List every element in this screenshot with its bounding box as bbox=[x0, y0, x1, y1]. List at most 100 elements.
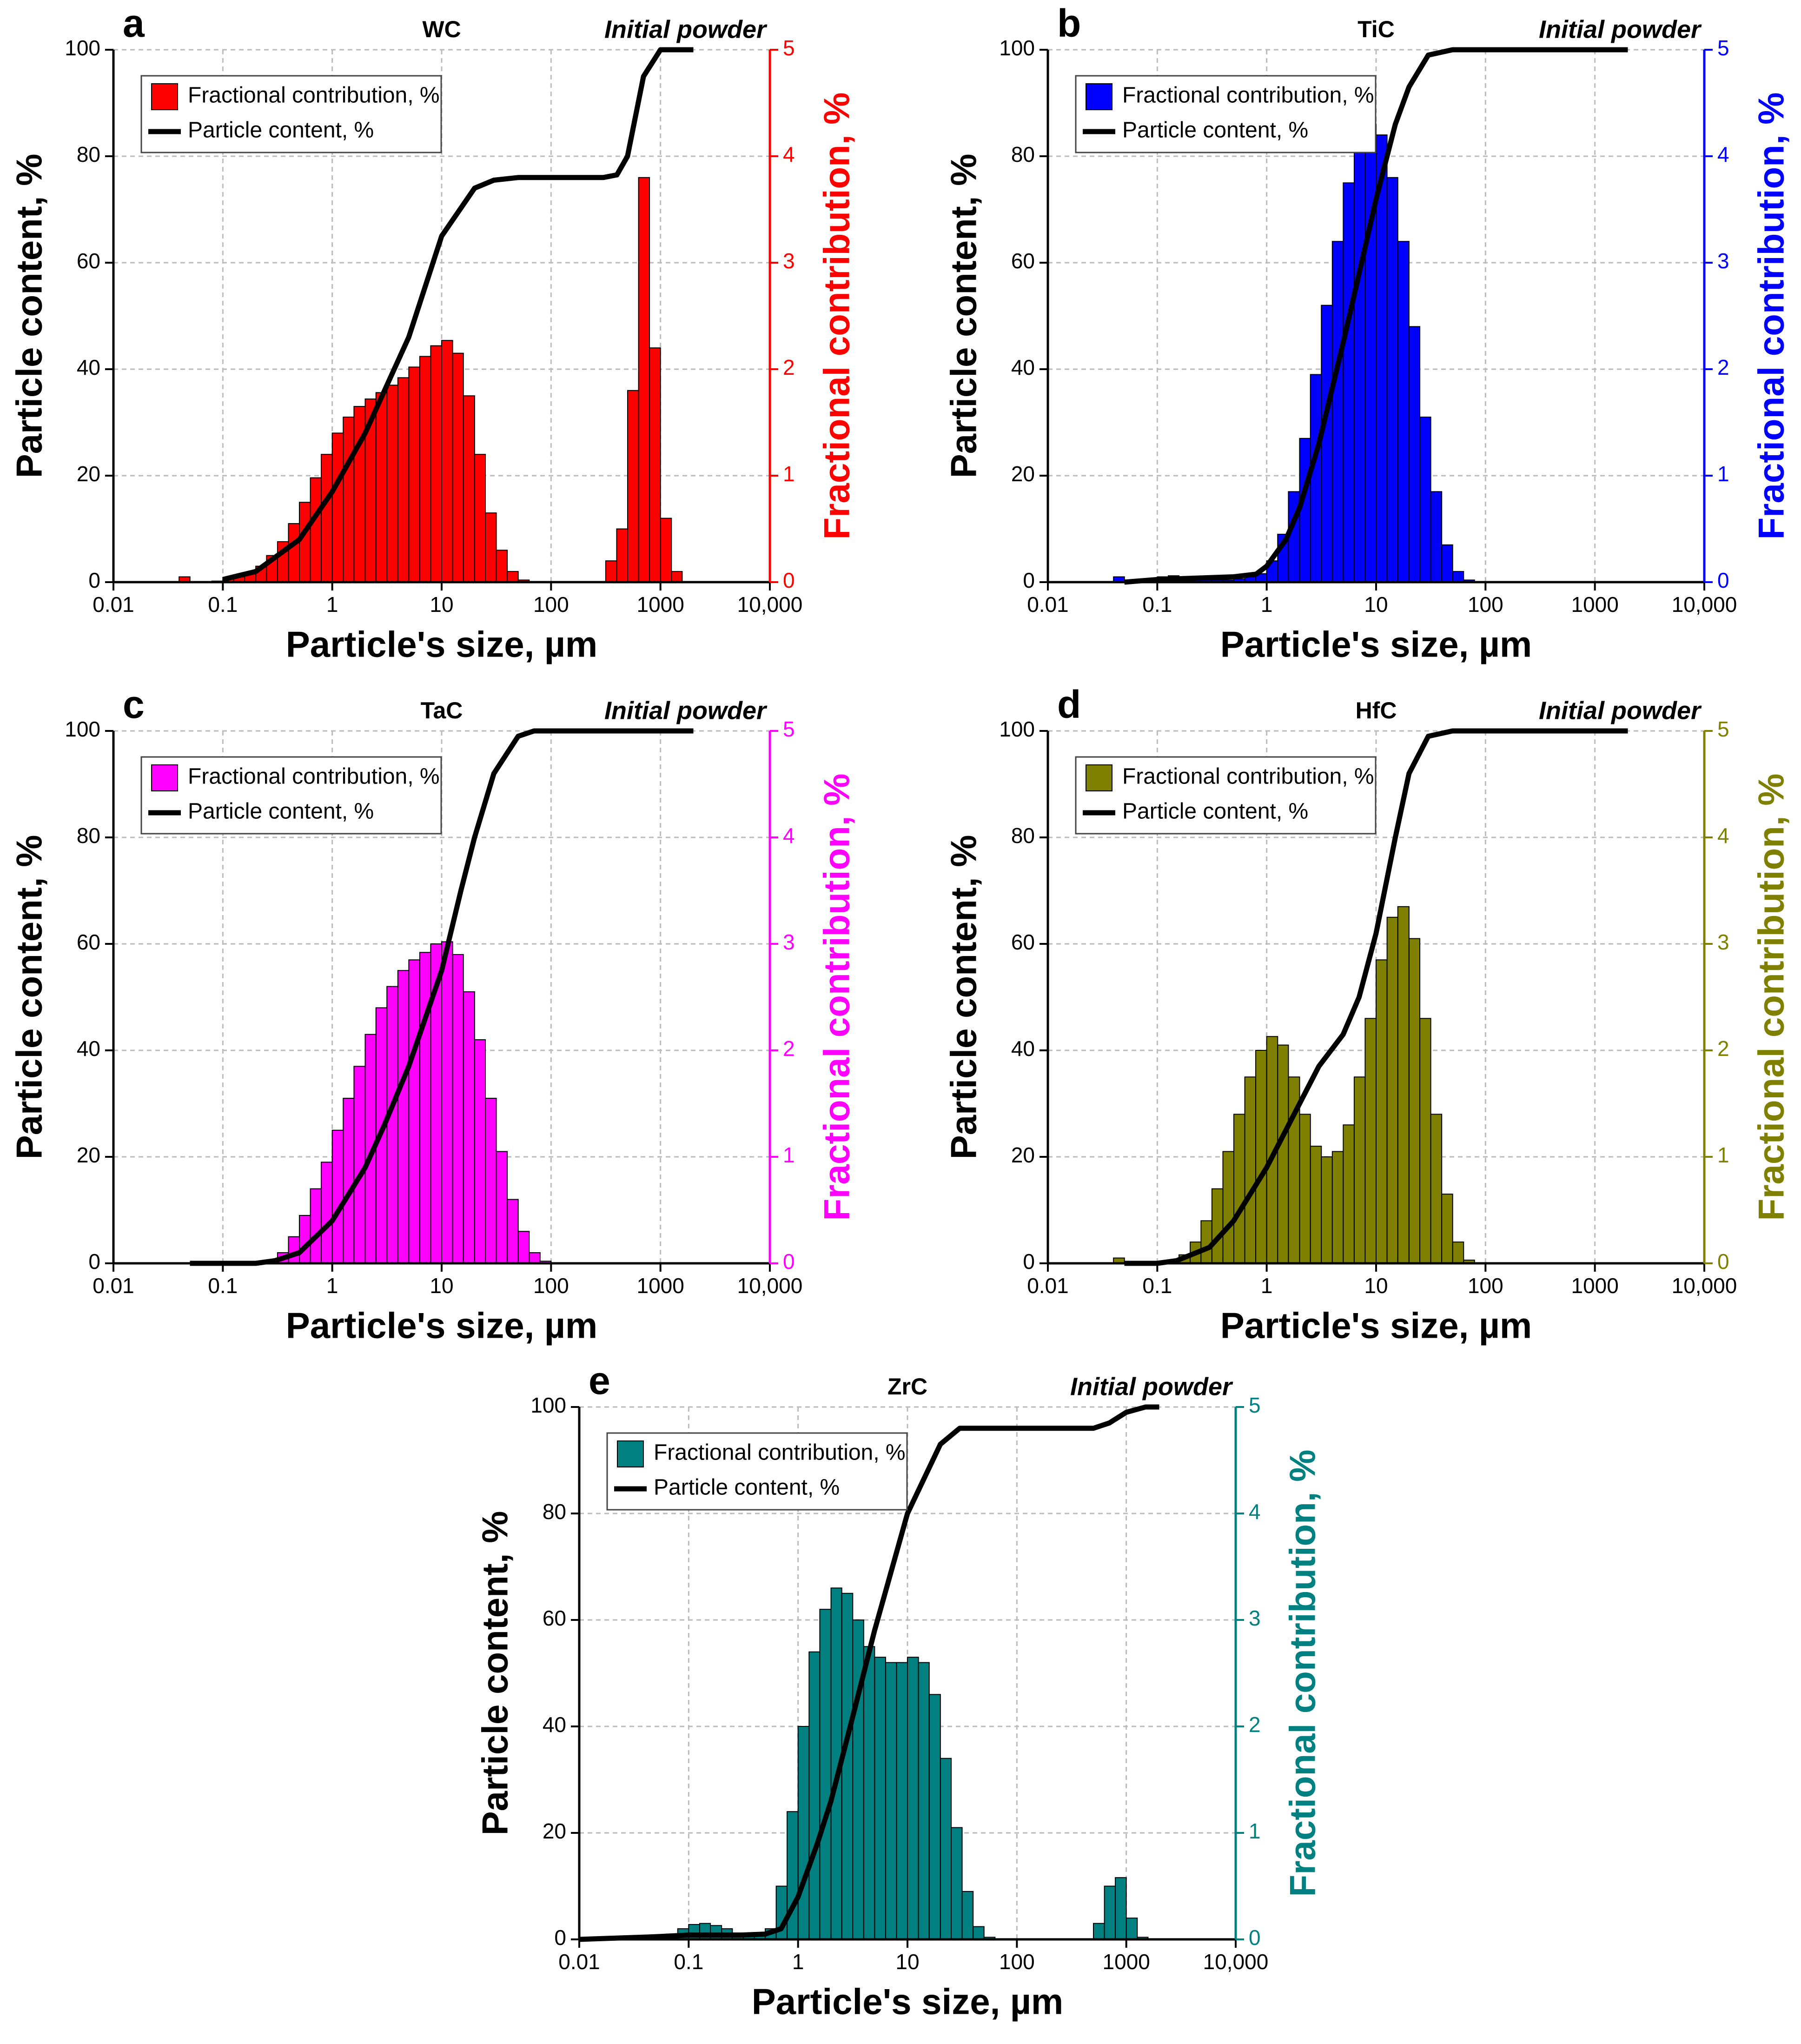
y2-tick-label: 3 bbox=[1717, 930, 1729, 954]
x-tick-label: 1 bbox=[1261, 1274, 1273, 1298]
y-tick-label: 60 bbox=[77, 930, 100, 954]
x-tick-label: 1000 bbox=[636, 592, 684, 617]
histogram-bar bbox=[331, 432, 344, 583]
legend-label: Particle content, % bbox=[654, 1475, 840, 1500]
histogram-bar bbox=[1353, 139, 1366, 583]
legend-label: Fractional contribution, % bbox=[1122, 83, 1374, 108]
histogram-bar bbox=[397, 970, 410, 1264]
y-tick-label: 80 bbox=[77, 142, 100, 166]
y-tick-label: 80 bbox=[77, 823, 100, 848]
legend-box bbox=[606, 1432, 908, 1511]
legend-label: Fractional contribution, % bbox=[188, 764, 440, 789]
histogram-bar bbox=[671, 571, 683, 583]
x-tick-label: 100 bbox=[533, 592, 569, 617]
histogram-bar bbox=[310, 1188, 322, 1264]
histogram-bar bbox=[529, 1252, 541, 1264]
histogram-bar bbox=[1211, 1188, 1224, 1264]
histogram-bar bbox=[321, 454, 333, 583]
histogram-bar bbox=[1244, 1076, 1257, 1264]
histogram-bar bbox=[874, 1657, 886, 1940]
histogram-bar bbox=[1430, 491, 1443, 583]
histogram-bar bbox=[841, 1593, 854, 1940]
x-tick-label: 0.1 bbox=[208, 1274, 238, 1298]
y2-tick-label: 1 bbox=[1717, 462, 1729, 486]
histogram-bar bbox=[1397, 241, 1410, 583]
histogram-bar bbox=[918, 1662, 930, 1940]
histogram-bar bbox=[1397, 906, 1410, 1264]
y-tick-label: 0 bbox=[88, 1249, 100, 1274]
y2-tick-label: 3 bbox=[1249, 1606, 1261, 1630]
y2-tick-label: 2 bbox=[1717, 1036, 1729, 1061]
histogram-bar bbox=[419, 952, 431, 1264]
x-tick-label: 10 bbox=[430, 592, 453, 617]
histogram-bar bbox=[1441, 1194, 1453, 1264]
legend-swatch bbox=[617, 1440, 644, 1467]
legend-swatch bbox=[151, 764, 178, 791]
histogram-bar bbox=[507, 571, 519, 583]
histogram-bar bbox=[485, 512, 497, 583]
histogram-bar bbox=[1115, 1877, 1127, 1940]
content-line bbox=[1124, 728, 1628, 1266]
y-tick-label: 100 bbox=[999, 36, 1035, 60]
annotation: Initial powder bbox=[1539, 697, 1702, 724]
content-line bbox=[222, 47, 694, 582]
x-axis-title: Particle's size, µm bbox=[752, 1981, 1064, 2022]
y-tick-label: 20 bbox=[77, 462, 100, 486]
chart-title: WC bbox=[422, 16, 461, 42]
annotation: Initial powder bbox=[1070, 1373, 1233, 1400]
y-tick-label: 80 bbox=[1011, 142, 1035, 166]
histogram-bar bbox=[1321, 305, 1333, 583]
histogram-bar bbox=[649, 347, 661, 583]
y-axis-title: Particle content, % bbox=[475, 1511, 516, 1836]
histogram-bar bbox=[496, 1151, 508, 1264]
histogram-bar bbox=[463, 395, 475, 583]
panel: 0.01 0.1 1 10 100 1000 10,00002040608010001234… bbox=[475, 1359, 1323, 2022]
histogram-bar bbox=[408, 959, 420, 1264]
panel-label: d bbox=[1057, 683, 1081, 726]
histogram-bar bbox=[452, 352, 464, 583]
histogram-bar bbox=[852, 1619, 864, 1940]
histogram-bar bbox=[928, 1694, 941, 1940]
x-tick-label: 10,000 bbox=[1672, 1274, 1737, 1298]
legend-box bbox=[1075, 756, 1377, 835]
histogram-bar bbox=[896, 1662, 908, 1940]
histogram-bar bbox=[1093, 1923, 1105, 1940]
panel-label: c bbox=[123, 683, 145, 726]
panel: 0.01 0.1 1 10 100 1000 10,00002040608010001234… bbox=[9, 683, 857, 1346]
content-line bbox=[190, 728, 694, 1266]
histogram-bar bbox=[940, 1758, 952, 1940]
histogram-bar bbox=[1408, 938, 1421, 1264]
histogram-bar bbox=[1408, 326, 1421, 583]
y2-tick-label: 4 bbox=[1717, 142, 1729, 166]
histogram-bar bbox=[299, 502, 311, 583]
y2-tick-label: 2 bbox=[783, 1036, 795, 1061]
legend-label: Fractional contribution, % bbox=[188, 83, 440, 108]
y-tick-label: 20 bbox=[1011, 462, 1035, 486]
y-tick-label: 40 bbox=[1011, 355, 1035, 379]
histogram-bar bbox=[1200, 1220, 1212, 1264]
y2-tick-label: 1 bbox=[783, 1143, 795, 1167]
histogram-bar bbox=[863, 1646, 875, 1940]
histogram-bar bbox=[819, 1609, 832, 1940]
histogram-bar bbox=[343, 1098, 355, 1264]
y2-tick-label: 4 bbox=[1249, 1500, 1261, 1524]
legend-swatch bbox=[1086, 764, 1112, 791]
histogram-bar bbox=[1386, 177, 1398, 583]
histogram-bar bbox=[353, 1066, 366, 1264]
x-tick-label: 10 bbox=[1364, 592, 1388, 617]
y-tick-label: 40 bbox=[77, 355, 100, 379]
histogram-bar bbox=[375, 392, 388, 583]
x-tick-label: 0.01 bbox=[558, 1950, 600, 1974]
x-tick-label: 100 bbox=[1468, 1274, 1503, 1298]
histogram-bar bbox=[616, 528, 629, 583]
histogram-bar bbox=[474, 454, 486, 583]
legend-label: Fractional contribution, % bbox=[654, 1440, 906, 1465]
x-tick-label: 1 bbox=[792, 1950, 804, 1974]
x-tick-label: 10 bbox=[895, 1950, 919, 1974]
y-tick-label: 40 bbox=[1011, 1036, 1035, 1061]
y2-tick-label: 0 bbox=[783, 1249, 795, 1274]
histogram-bar bbox=[408, 366, 420, 583]
histogram-bar bbox=[1441, 544, 1453, 583]
x-tick-label: 0.01 bbox=[93, 1274, 134, 1298]
